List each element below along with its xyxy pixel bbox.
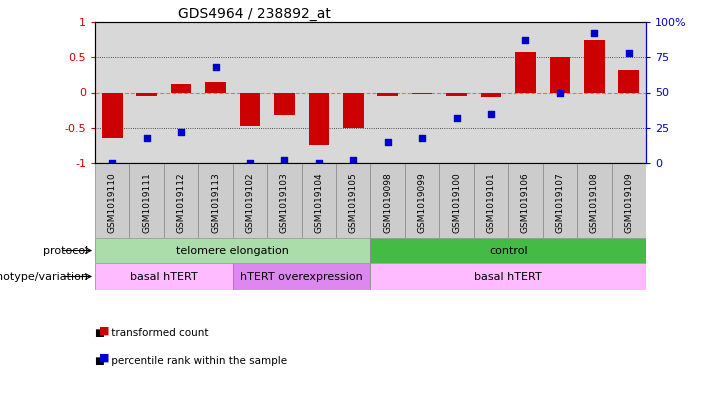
Text: basal hTERT: basal hTERT — [475, 272, 542, 281]
Text: GSM1019099: GSM1019099 — [418, 172, 427, 233]
Point — [416, 134, 428, 141]
Bar — [301, 163, 336, 238]
Bar — [371, 238, 646, 263]
Bar — [308, 92, 329, 145]
Text: GSM1019108: GSM1019108 — [590, 172, 599, 233]
Point — [589, 30, 600, 37]
Bar — [447, 92, 467, 96]
Point — [313, 160, 325, 166]
Text: ■  percentile rank within the sample: ■ percentile rank within the sample — [95, 356, 287, 366]
Point — [348, 157, 359, 163]
Point — [175, 129, 186, 135]
Bar — [371, 163, 405, 238]
Text: GSM1019101: GSM1019101 — [486, 172, 496, 233]
Bar — [240, 92, 260, 126]
Point — [279, 157, 290, 163]
Bar — [95, 238, 371, 263]
Text: telomere elongation: telomere elongation — [177, 246, 290, 255]
Text: genotype/variation: genotype/variation — [0, 272, 88, 281]
Point — [210, 64, 221, 70]
Text: GSM1019113: GSM1019113 — [211, 172, 220, 233]
Point — [485, 110, 496, 117]
Bar — [508, 163, 543, 238]
Bar — [584, 40, 605, 92]
Bar — [474, 163, 508, 238]
Point — [141, 134, 152, 141]
Text: GSM1019102: GSM1019102 — [245, 172, 254, 233]
Bar — [377, 92, 398, 96]
Bar — [618, 70, 639, 92]
Text: GSM1019112: GSM1019112 — [177, 172, 186, 233]
Text: GSM1019100: GSM1019100 — [452, 172, 461, 233]
Bar — [130, 163, 164, 238]
Bar — [611, 163, 646, 238]
Point — [382, 139, 393, 145]
Bar — [233, 163, 267, 238]
Bar — [164, 163, 198, 238]
Text: hTERT overexpression: hTERT overexpression — [240, 272, 363, 281]
Point — [107, 160, 118, 166]
Text: GSM1019106: GSM1019106 — [521, 172, 530, 233]
Bar — [343, 92, 364, 128]
Text: ■: ■ — [99, 353, 109, 363]
Point — [245, 160, 256, 166]
Bar — [171, 84, 191, 92]
Text: basal hTERT: basal hTERT — [130, 272, 198, 281]
Text: GSM1019105: GSM1019105 — [349, 172, 358, 233]
Bar — [205, 82, 226, 92]
Bar — [274, 92, 294, 115]
Bar — [481, 92, 501, 97]
Text: protocol: protocol — [43, 246, 88, 255]
Bar — [198, 163, 233, 238]
Text: GSM1019104: GSM1019104 — [314, 172, 323, 233]
Text: ■: ■ — [99, 325, 109, 335]
Bar — [336, 163, 371, 238]
Text: GSM1019111: GSM1019111 — [142, 172, 151, 233]
Text: control: control — [489, 246, 528, 255]
Bar — [95, 263, 233, 290]
Text: GSM1019110: GSM1019110 — [108, 172, 117, 233]
Bar — [233, 263, 371, 290]
Text: GSM1019109: GSM1019109 — [625, 172, 633, 233]
Point — [623, 50, 634, 56]
Bar — [267, 163, 301, 238]
Text: GSM1019103: GSM1019103 — [280, 172, 289, 233]
Text: GSM1019098: GSM1019098 — [383, 172, 393, 233]
Bar — [405, 163, 440, 238]
Bar — [543, 163, 577, 238]
Text: GDS4964 / 238892_at: GDS4964 / 238892_at — [177, 7, 331, 21]
Point — [554, 89, 566, 95]
Bar — [550, 57, 570, 92]
Bar — [411, 92, 433, 94]
Bar — [577, 163, 611, 238]
Bar — [515, 52, 536, 92]
Point — [520, 37, 531, 44]
Bar — [440, 163, 474, 238]
Bar — [136, 92, 157, 96]
Text: GSM1019107: GSM1019107 — [555, 172, 564, 233]
Bar — [95, 163, 130, 238]
Bar — [371, 263, 646, 290]
Text: ■  transformed count: ■ transformed count — [95, 328, 208, 338]
Bar — [102, 92, 123, 138]
Point — [451, 115, 462, 121]
